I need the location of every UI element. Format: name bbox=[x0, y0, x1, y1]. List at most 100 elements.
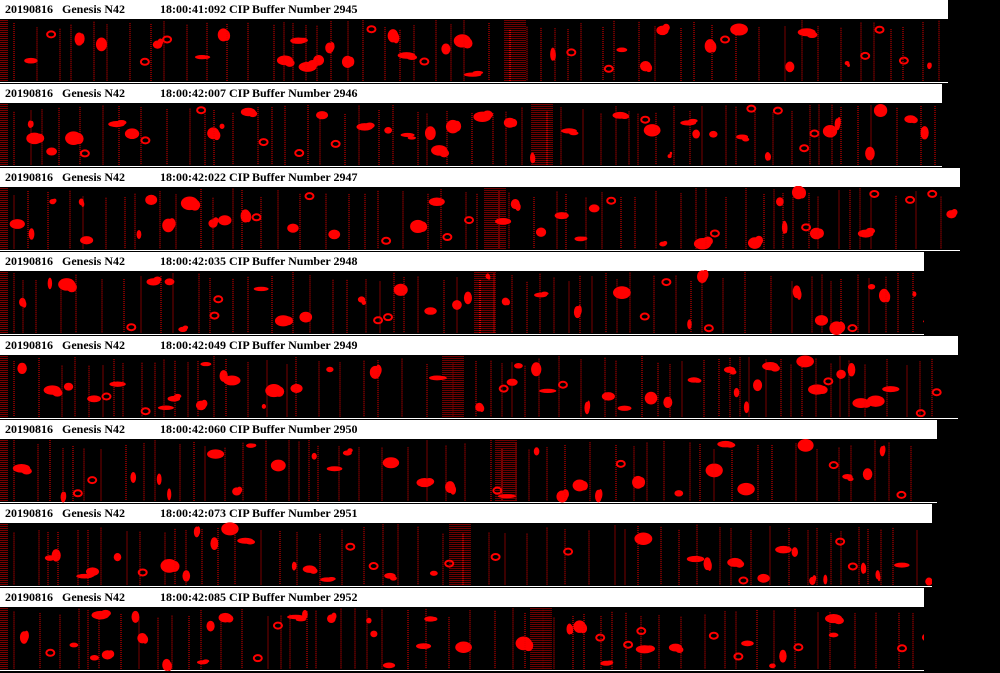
panel-header: 20190816 Genesis N42 18:00:42:022 CIP Buff… bbox=[0, 168, 960, 186]
particle bbox=[779, 649, 787, 663]
particle bbox=[100, 609, 111, 617]
particle bbox=[142, 635, 149, 644]
particle bbox=[806, 31, 818, 39]
particle bbox=[532, 154, 536, 164]
particle bbox=[535, 227, 547, 237]
particle bbox=[248, 110, 258, 118]
particle-ring bbox=[330, 139, 341, 148]
particle bbox=[925, 577, 932, 586]
particle-ring bbox=[381, 236, 392, 245]
particle bbox=[452, 120, 462, 132]
particle-ring bbox=[566, 48, 577, 57]
particle bbox=[173, 393, 182, 399]
particle bbox=[392, 32, 400, 44]
particle-ring bbox=[304, 192, 315, 201]
particle-ring bbox=[272, 621, 283, 630]
particle bbox=[709, 130, 718, 138]
particle bbox=[601, 392, 615, 401]
particle bbox=[569, 131, 579, 136]
particle bbox=[662, 23, 670, 32]
particle-image bbox=[0, 270, 924, 335]
buffer-panel: 20190816 Genesis N42 18:00:42:007 CIP Buff… bbox=[0, 84, 942, 168]
particle-ring bbox=[140, 407, 151, 416]
particle bbox=[17, 362, 27, 375]
particle bbox=[328, 229, 341, 240]
particle-ring bbox=[101, 392, 112, 401]
particle bbox=[540, 291, 549, 296]
particle bbox=[463, 291, 472, 305]
particle bbox=[734, 560, 745, 568]
timestamp: 18:00:42:060 CIP Buffer Number 2950 bbox=[160, 422, 358, 436]
particle bbox=[828, 632, 839, 638]
particle-ring bbox=[636, 627, 647, 636]
timestamp: 18:00:42:035 CIP Buffer Number 2948 bbox=[160, 254, 358, 268]
particle bbox=[73, 133, 84, 145]
particle bbox=[85, 567, 100, 576]
particle bbox=[69, 642, 79, 648]
particle-ring bbox=[79, 149, 90, 158]
particle-ring bbox=[498, 384, 509, 393]
particle bbox=[882, 445, 886, 454]
particle bbox=[767, 153, 772, 161]
particle bbox=[776, 197, 784, 207]
particle bbox=[733, 387, 740, 398]
particle bbox=[331, 612, 337, 620]
particle-ring bbox=[137, 568, 148, 577]
particle bbox=[587, 400, 591, 411]
particle bbox=[109, 381, 126, 387]
particle bbox=[393, 283, 408, 296]
probe: Genesis N42 bbox=[62, 86, 125, 100]
particle bbox=[157, 405, 174, 411]
particle bbox=[702, 270, 709, 280]
particle-ring bbox=[492, 486, 503, 495]
particle bbox=[63, 491, 67, 501]
probe: Genesis N42 bbox=[62, 422, 125, 436]
particle bbox=[617, 405, 632, 411]
particle bbox=[327, 577, 336, 581]
particle bbox=[482, 110, 493, 119]
particle bbox=[389, 575, 397, 581]
particle bbox=[847, 363, 856, 377]
particle bbox=[284, 59, 295, 67]
image-background bbox=[0, 606, 924, 671]
particle bbox=[742, 137, 750, 142]
buffer-panel: 20190816 Genesis N42 18:00:42:022 CIP Buff… bbox=[0, 168, 960, 252]
particle-ring bbox=[442, 233, 453, 242]
particle-ring bbox=[927, 189, 938, 198]
particle bbox=[441, 43, 451, 55]
particle bbox=[34, 133, 45, 143]
particle-ring bbox=[746, 104, 757, 113]
particle bbox=[497, 494, 516, 499]
particle bbox=[52, 198, 57, 203]
particle-ring bbox=[140, 136, 151, 145]
particle bbox=[569, 625, 574, 635]
particle bbox=[245, 539, 256, 545]
particle bbox=[863, 564, 867, 574]
particle bbox=[221, 522, 239, 536]
particle bbox=[89, 654, 99, 661]
particle bbox=[882, 386, 900, 393]
particle bbox=[588, 204, 600, 213]
particle-image bbox=[0, 18, 948, 83]
particle bbox=[867, 283, 876, 290]
particle bbox=[579, 623, 588, 634]
buffer-panel: 20190816 Genesis N42 18:00:42:073 CIP Buff… bbox=[0, 504, 932, 588]
panel-header: 20190816 Genesis N42 18:00:41:092 CIP Buff… bbox=[0, 0, 948, 18]
buffer-panel: 20190816 Genesis N42 18:00:41:092 CIP Buff… bbox=[0, 0, 948, 84]
particle bbox=[669, 151, 673, 155]
particle bbox=[182, 570, 191, 582]
particle-image bbox=[0, 102, 942, 167]
particle bbox=[131, 610, 140, 623]
particle-ring bbox=[87, 476, 98, 485]
particle-ring bbox=[874, 25, 885, 34]
particle-ring bbox=[563, 547, 574, 556]
particle-ring bbox=[897, 644, 908, 653]
date: 20190816 bbox=[5, 254, 53, 268]
particle bbox=[47, 277, 53, 290]
particle-ring bbox=[835, 537, 846, 546]
particle bbox=[157, 38, 164, 46]
particle bbox=[450, 485, 457, 495]
particle bbox=[439, 148, 450, 158]
particle bbox=[364, 122, 375, 129]
timestamp: 18:00:41:092 CIP Buffer Number 2945 bbox=[160, 2, 358, 16]
